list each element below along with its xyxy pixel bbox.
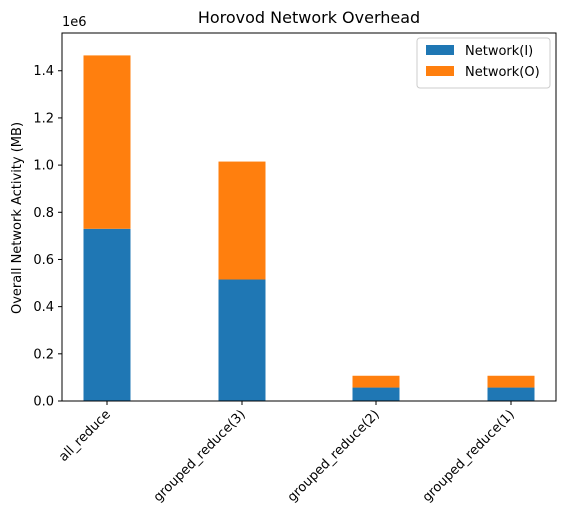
y-tick-label: 1.0 xyxy=(33,159,54,174)
y-scale-label: 1e6 xyxy=(62,15,87,30)
chart-title: Horovod Network Overhead xyxy=(198,8,420,27)
y-tick-label: 0.8 xyxy=(33,206,54,221)
x-tick-label: grouped_reduce(2) xyxy=(285,407,383,505)
y-tick-label: 1.2 xyxy=(33,111,54,126)
y-tick-label: 0.4 xyxy=(33,300,54,315)
bar-network-i-0 xyxy=(83,228,131,401)
y-tick-label: 0.2 xyxy=(33,347,54,362)
x-tick-label: grouped_reduce(1) xyxy=(420,407,518,505)
y-axis-label: Overall Network Activity (MB) xyxy=(10,122,25,314)
bar-network-o-0 xyxy=(83,55,131,229)
legend-swatch xyxy=(426,45,454,55)
bar-network-i-3 xyxy=(487,387,535,401)
x-tick-label: grouped_reduce(3) xyxy=(151,407,249,505)
axes-frame xyxy=(61,32,557,402)
bar-network-o-3 xyxy=(487,375,535,388)
bar-network-o-2 xyxy=(352,375,400,388)
legend-swatch xyxy=(426,66,454,76)
y-tick-label: 1.4 xyxy=(33,64,54,79)
plot-area: 0.0 0.2 0.4 0.6 0.8 1.0 1.2 1.4 all_reduce groupe… xyxy=(33,32,557,505)
legend-label: Network(I) xyxy=(465,44,533,59)
y-tick-label: 0.0 xyxy=(33,395,54,410)
x-tick-label: all_reduce xyxy=(56,407,114,465)
y-tick-label: 0.6 xyxy=(33,253,54,268)
bar-network-i-1 xyxy=(218,279,266,401)
legend-label: Network(O) xyxy=(465,65,540,80)
legend: Network(I) Network(O) xyxy=(416,37,551,89)
bar-network-i-2 xyxy=(352,387,400,401)
bar-network-o-1 xyxy=(218,161,266,280)
